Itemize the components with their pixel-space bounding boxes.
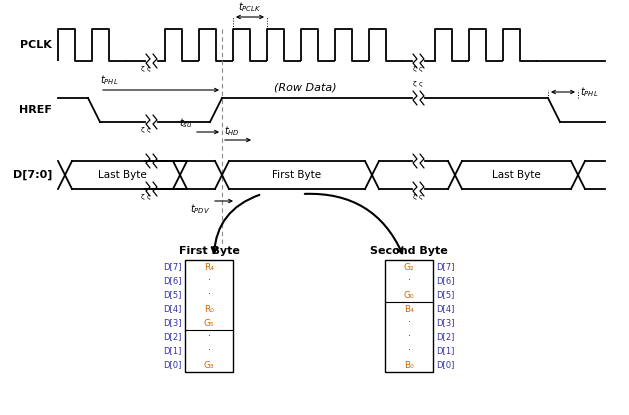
Text: ·: · [408, 347, 411, 356]
Text: D[0]: D[0] [164, 361, 182, 369]
Text: ·: · [408, 318, 411, 327]
Text: ζ ς: ζ ς [141, 66, 151, 72]
Text: D[1]: D[1] [164, 347, 182, 356]
Text: ·: · [408, 332, 411, 342]
Text: Last Byte: Last Byte [492, 170, 541, 180]
Text: D[7:0]: D[7:0] [13, 170, 52, 180]
Text: ζ ς: ζ ς [413, 66, 423, 72]
Text: ζ ς: ζ ς [413, 81, 423, 87]
Text: B₀: B₀ [404, 361, 414, 369]
Text: ζ ς: ζ ς [413, 194, 423, 200]
Bar [185, 260, 233, 372]
Text: D[5]: D[5] [164, 290, 182, 300]
Text: D[6]: D[6] [436, 276, 455, 286]
Text: Last Byte: Last Byte [98, 170, 147, 180]
Text: ·: · [208, 332, 211, 342]
Text: $t_{su}$: $t_{su}$ [179, 116, 192, 130]
Text: First Byte: First Byte [272, 170, 321, 180]
Text: $t_{PHL}$: $t_{PHL}$ [580, 85, 598, 99]
Text: D[7]: D[7] [164, 263, 182, 271]
Text: First Byte: First Byte [179, 246, 240, 256]
Text: ζ ς: ζ ς [141, 194, 151, 200]
Text: ·: · [208, 276, 211, 286]
Text: D[7]: D[7] [436, 263, 455, 271]
Text: D[2]: D[2] [436, 332, 454, 342]
Text: B₄: B₄ [404, 305, 414, 313]
Text: D[3]: D[3] [164, 318, 182, 327]
Text: ·: · [208, 290, 211, 300]
Text: D[4]: D[4] [164, 305, 182, 313]
Text: D[4]: D[4] [436, 305, 454, 313]
Text: ·: · [208, 347, 211, 356]
Text: D[1]: D[1] [436, 347, 454, 356]
Text: $t_{HD}$: $t_{HD}$ [224, 124, 240, 138]
Text: R₄: R₄ [204, 263, 214, 271]
Text: Second Byte: Second Byte [370, 246, 448, 256]
Text: (Row Data): (Row Data) [274, 83, 337, 93]
Text: D[5]: D[5] [436, 290, 454, 300]
Text: $t_{PHL}$: $t_{PHL}$ [100, 73, 118, 87]
Text: G₃: G₃ [204, 361, 214, 369]
Bar [385, 260, 433, 372]
Text: ζ ς: ζ ς [141, 127, 151, 133]
Text: D[0]: D[0] [436, 361, 454, 369]
Text: G₅: G₅ [204, 318, 214, 327]
Text: D[2]: D[2] [164, 332, 182, 342]
Text: D[3]: D[3] [436, 318, 455, 327]
Text: PCLK: PCLK [20, 40, 52, 50]
Text: G₂: G₂ [404, 263, 415, 271]
Text: G₀: G₀ [404, 290, 415, 300]
Text: $t_{PCLK}$: $t_{PCLK}$ [238, 0, 262, 14]
Text: D[6]: D[6] [164, 276, 182, 286]
Text: ·: · [408, 276, 411, 286]
Text: HREF: HREF [19, 105, 52, 115]
Text: $t_{PDV}$: $t_{PDV}$ [190, 202, 210, 216]
Text: R₀: R₀ [204, 305, 214, 313]
